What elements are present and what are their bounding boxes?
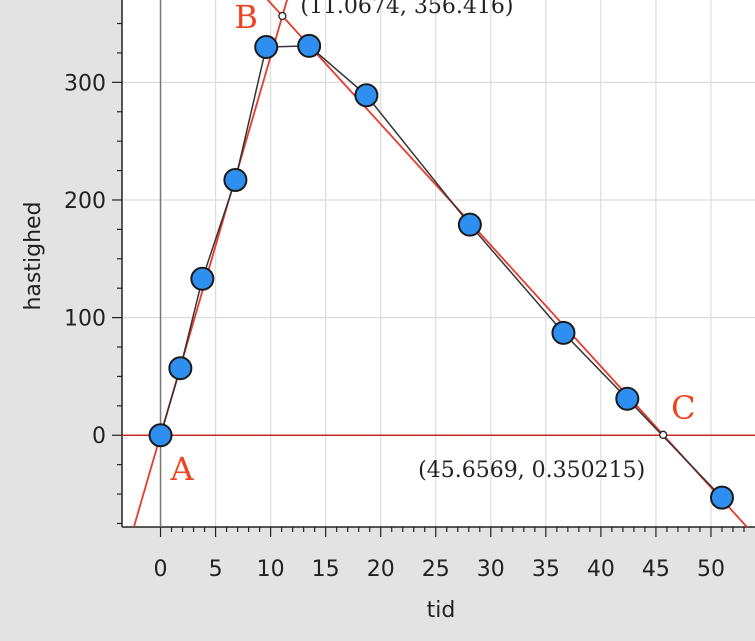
x-tick-label: 30 xyxy=(477,557,505,582)
data-point xyxy=(615,386,640,411)
data-point xyxy=(297,33,322,58)
data-point xyxy=(148,423,173,448)
point-label-c: C xyxy=(671,389,695,427)
point-marker-c xyxy=(659,430,668,439)
y-tick-label: 0 xyxy=(92,424,106,449)
x-tick-label: 45 xyxy=(642,557,670,582)
data-point xyxy=(254,35,279,60)
data-point xyxy=(223,167,248,192)
x-tick-label: 10 xyxy=(257,557,285,582)
x-tick-label: 35 xyxy=(532,557,560,582)
data-point xyxy=(168,356,193,381)
series xyxy=(148,33,734,510)
coordinate-label-c: (45.6569, 0.350215) xyxy=(418,458,645,483)
x-tick-label: 15 xyxy=(312,557,340,582)
plot-area xyxy=(122,0,755,527)
coordinate-label-b: (11.0674, 356.416) xyxy=(300,0,513,19)
tick-labels: 0 5 10 15 20 25 30 35 40 45 50 0 100 200 300 xyxy=(64,71,725,582)
x-tick-label: 5 xyxy=(209,557,223,582)
x-axis-title: tid xyxy=(427,598,456,623)
y-tick-label: 100 xyxy=(64,307,106,332)
y-tick-label: 300 xyxy=(64,71,106,96)
x-tick-label: 20 xyxy=(367,557,395,582)
point-label-a: A xyxy=(170,450,195,488)
fit-line xyxy=(132,0,288,527)
y-axis-title: hastighed xyxy=(21,201,46,310)
x-tick-label: 50 xyxy=(697,557,725,582)
data-point xyxy=(354,83,379,108)
x-tick-label: 40 xyxy=(587,557,615,582)
axes xyxy=(112,0,755,537)
data-point xyxy=(709,485,734,510)
point-marker-b xyxy=(278,11,287,21)
data-point xyxy=(190,266,215,291)
data-point xyxy=(457,212,482,237)
point-label-b: B xyxy=(234,0,258,36)
y-tick-label: 200 xyxy=(64,189,106,214)
data-point xyxy=(551,320,576,345)
x-tick-label: 0 xyxy=(154,557,168,582)
x-tick-label: 25 xyxy=(422,557,450,582)
annotations: A B (11.0674, 356.416) C (45.6569, 0.350215) xyxy=(170,0,696,488)
